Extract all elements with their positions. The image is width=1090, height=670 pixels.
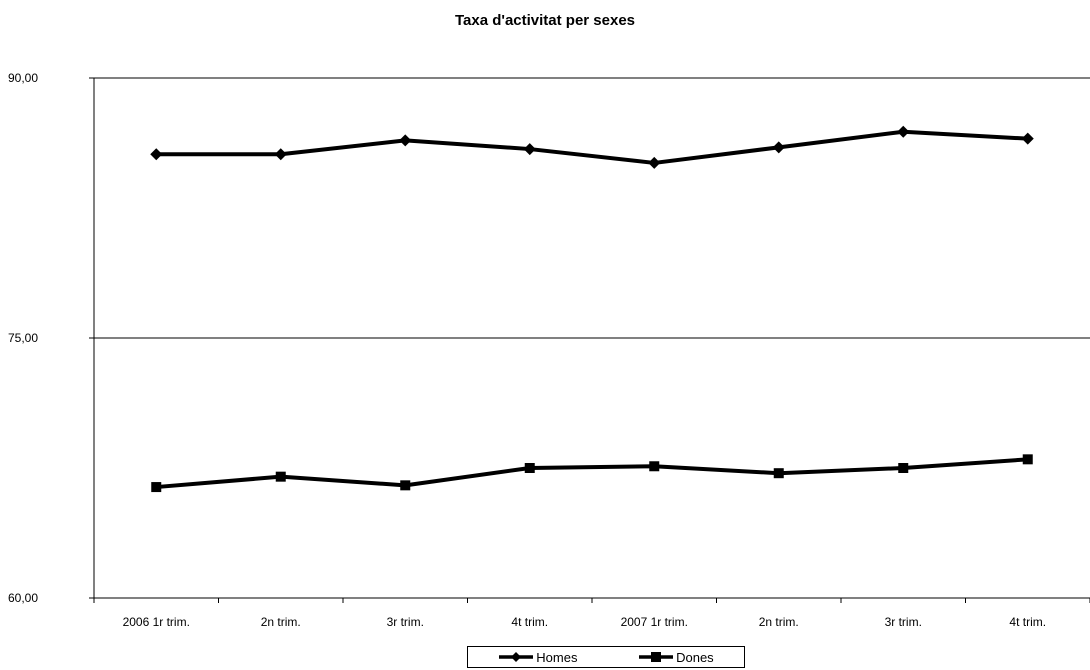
- x-tick-label: 4t trim.: [1009, 615, 1046, 629]
- data-point-dones: [151, 482, 162, 493]
- x-tick-label: 4t trim.: [511, 615, 548, 629]
- series-line-homes: [156, 129, 1028, 165]
- data-point-homes: [274, 148, 287, 161]
- data-point-dones: [400, 480, 411, 491]
- data-point-dones: [649, 461, 660, 472]
- series-line-dones: [156, 457, 1028, 490]
- x-tick-label: 3r trim.: [885, 615, 922, 629]
- data-point-dones: [898, 463, 909, 473]
- x-tick-label: 2n trim.: [759, 615, 799, 629]
- series-lines: [150, 125, 1034, 493]
- y-tick-label: 60,00: [8, 591, 38, 605]
- x-tick-label: 2007 1r trim.: [621, 615, 688, 629]
- legend-label-dones: Dones: [676, 649, 714, 665]
- legend-item-homes: Homes: [498, 650, 577, 665]
- data-point-dones: [1022, 454, 1033, 465]
- data-point-homes: [399, 134, 412, 147]
- square-marker-icon: [639, 652, 674, 662]
- x-tick-label: 2006 1r trim.: [123, 615, 190, 629]
- legend-label-homes: Homes: [536, 649, 578, 665]
- legend-item-dones: Dones: [638, 650, 714, 665]
- legend: Homes Dones: [467, 646, 745, 668]
- diamond-marker-icon: [499, 652, 534, 662]
- data-point-dones: [524, 463, 535, 473]
- data-point-homes: [150, 148, 163, 161]
- chart-title: Taxa d'activitat per sexes: [454, 12, 636, 29]
- data-point-dones: [773, 468, 784, 479]
- data-point-homes: [1021, 132, 1034, 145]
- axes: 60,00 75,00 90,00 2006 1r trim. 2n trim. 3r t…: [8, 71, 1090, 629]
- data-point-dones: [275, 471, 286, 482]
- data-point-homes: [772, 141, 785, 154]
- y-tick-label: 90,00: [8, 71, 38, 85]
- x-tick-label: 3r trim.: [387, 615, 424, 629]
- y-tick-label: 75,00: [8, 331, 38, 345]
- data-point-homes: [523, 143, 536, 156]
- x-tick-label: 2n trim.: [261, 615, 301, 629]
- data-point-homes: [648, 156, 661, 169]
- data-point-homes: [897, 125, 910, 138]
